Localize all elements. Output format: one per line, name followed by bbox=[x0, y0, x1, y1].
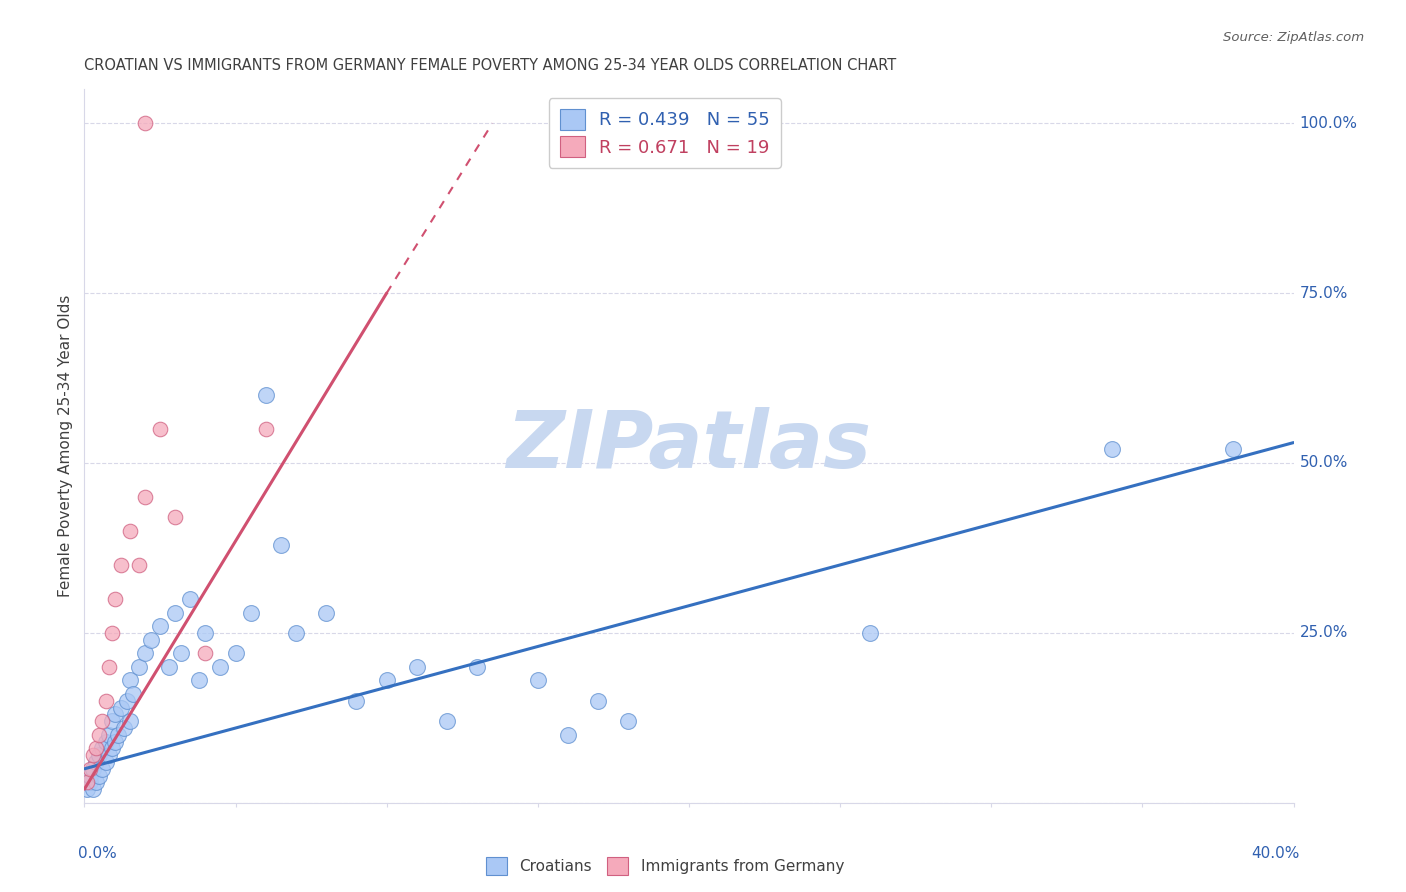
Point bbox=[94, 734, 117, 748]
Point bbox=[112, 721, 135, 735]
Point bbox=[76, 782, 98, 797]
Point bbox=[1101, 442, 1123, 457]
Text: 25.0%: 25.0% bbox=[1299, 625, 1348, 640]
Point bbox=[110, 700, 132, 714]
Point bbox=[209, 660, 232, 674]
Point bbox=[617, 714, 640, 729]
Legend: Croatians, Immigrants from Germany: Croatians, Immigrants from Germany bbox=[479, 851, 851, 880]
Point bbox=[107, 728, 129, 742]
Point bbox=[526, 673, 548, 688]
Point bbox=[588, 694, 610, 708]
Point bbox=[115, 694, 138, 708]
Point bbox=[94, 694, 117, 708]
Point bbox=[163, 510, 186, 524]
Point bbox=[557, 728, 579, 742]
Text: 50.0%: 50.0% bbox=[1299, 456, 1348, 470]
Point bbox=[134, 116, 156, 130]
Point bbox=[104, 591, 127, 606]
Point bbox=[134, 490, 156, 504]
Point bbox=[91, 762, 114, 776]
Point bbox=[110, 558, 132, 572]
Point bbox=[254, 388, 277, 402]
Point bbox=[134, 646, 156, 660]
Text: Source: ZipAtlas.com: Source: ZipAtlas.com bbox=[1223, 31, 1364, 45]
Point bbox=[89, 748, 111, 763]
Point bbox=[284, 626, 308, 640]
Text: 0.0%: 0.0% bbox=[79, 846, 117, 861]
Point bbox=[100, 741, 122, 756]
Point bbox=[89, 769, 111, 783]
Point bbox=[170, 646, 193, 660]
Point bbox=[194, 646, 217, 660]
Point bbox=[254, 422, 277, 436]
Point bbox=[104, 707, 127, 722]
Point bbox=[97, 660, 120, 674]
Point bbox=[97, 728, 120, 742]
Point bbox=[149, 422, 172, 436]
Point bbox=[82, 762, 104, 776]
Y-axis label: Female Poverty Among 25-34 Year Olds: Female Poverty Among 25-34 Year Olds bbox=[58, 295, 73, 597]
Point bbox=[79, 769, 101, 783]
Point bbox=[188, 673, 211, 688]
Point bbox=[91, 741, 114, 756]
Point bbox=[94, 755, 117, 769]
Point bbox=[86, 775, 108, 789]
Point bbox=[100, 714, 122, 729]
Text: 75.0%: 75.0% bbox=[1299, 285, 1348, 301]
Point bbox=[128, 660, 150, 674]
Point bbox=[346, 694, 368, 708]
Point bbox=[76, 775, 98, 789]
Point bbox=[163, 606, 186, 620]
Text: ZIPatlas: ZIPatlas bbox=[506, 407, 872, 485]
Point bbox=[118, 673, 141, 688]
Point bbox=[149, 619, 172, 633]
Point bbox=[157, 660, 180, 674]
Point bbox=[86, 741, 108, 756]
Point bbox=[179, 591, 201, 606]
Point bbox=[86, 755, 108, 769]
Text: 100.0%: 100.0% bbox=[1299, 116, 1358, 131]
Point bbox=[270, 537, 292, 551]
Point bbox=[239, 606, 262, 620]
Point bbox=[118, 714, 141, 729]
Point bbox=[82, 782, 104, 797]
Point bbox=[467, 660, 489, 674]
Point bbox=[89, 728, 111, 742]
Point bbox=[100, 626, 122, 640]
Point bbox=[104, 734, 127, 748]
Point bbox=[79, 775, 101, 789]
Point bbox=[91, 714, 114, 729]
Point bbox=[436, 714, 458, 729]
Point bbox=[194, 626, 217, 640]
Point bbox=[406, 660, 429, 674]
Point bbox=[97, 748, 120, 763]
Point bbox=[225, 646, 247, 660]
Point bbox=[82, 748, 104, 763]
Point bbox=[139, 632, 162, 647]
Point bbox=[128, 558, 150, 572]
Text: CROATIAN VS IMMIGRANTS FROM GERMANY FEMALE POVERTY AMONG 25-34 YEAR OLDS CORRELA: CROATIAN VS IMMIGRANTS FROM GERMANY FEMA… bbox=[84, 58, 897, 73]
Point bbox=[315, 606, 337, 620]
Point bbox=[1222, 442, 1244, 457]
Text: 40.0%: 40.0% bbox=[1251, 846, 1299, 861]
Point bbox=[859, 626, 882, 640]
Point bbox=[375, 673, 398, 688]
Point bbox=[118, 524, 141, 538]
Point bbox=[121, 687, 143, 701]
Point bbox=[79, 762, 101, 776]
